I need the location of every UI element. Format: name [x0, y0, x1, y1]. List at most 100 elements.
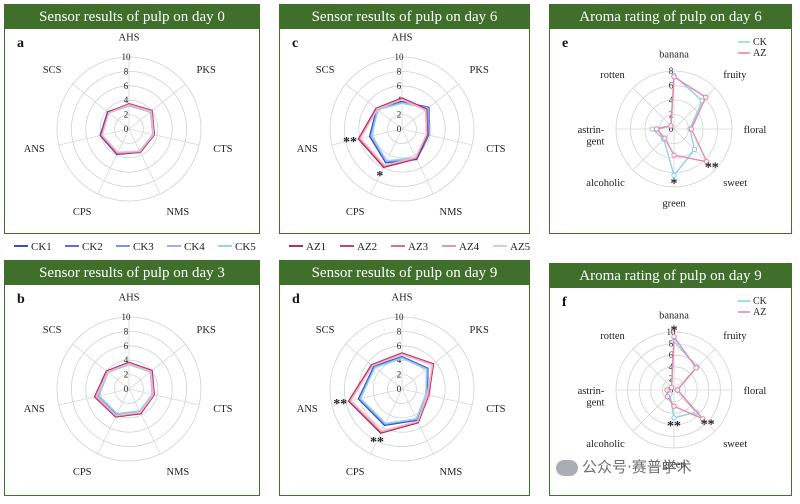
- grid-spoke: [401, 83, 459, 130]
- grid-spoke: [632, 128, 675, 171]
- series-line-az5: [350, 353, 434, 432]
- grid-spoke: [97, 388, 130, 455]
- tick-label: 2: [397, 370, 402, 380]
- series-line-az5: [101, 104, 155, 154]
- chart-title: Sensor results of pulp on day 6: [280, 5, 529, 29]
- data-point: [671, 403, 677, 409]
- data-point: [671, 152, 677, 158]
- radar-chart-svg: 0 2 4 6 8 10 AHS PKS CTS NMS CPS ANS SCS b: [17, 292, 233, 478]
- data-point: [664, 387, 670, 393]
- tick-label: 4: [124, 355, 129, 365]
- axis-label: CTS: [486, 404, 505, 415]
- chart-title: Sensor results of pulp on day 3: [5, 261, 259, 285]
- axis-label: astrin-gent: [578, 125, 605, 148]
- legend-label: CK4: [184, 241, 205, 253]
- data-point: [671, 74, 677, 80]
- axis-label: ANS: [24, 144, 45, 155]
- panel-letter: a: [17, 36, 24, 51]
- radar-chart-svg: 02468bananafruityfloralsweetgreenalcohol…: [562, 36, 768, 210]
- chart-title: Sensor results of pulp on day 9: [280, 261, 529, 285]
- panel-letter: b: [17, 292, 25, 307]
- grid-spoke: [632, 348, 675, 391]
- data-point: [671, 333, 677, 340]
- series-line-ck5: [359, 357, 428, 425]
- axis-label: floral: [744, 386, 767, 397]
- grid-spoke: [345, 83, 403, 130]
- chart-panel-a: Sensor results of pulp on day 0 0 2 4 6 8 10 A…: [4, 4, 260, 234]
- grid-spoke: [401, 343, 459, 390]
- tick-label: 8: [124, 66, 129, 76]
- data-point: [671, 172, 677, 179]
- tick-label: 10: [395, 52, 405, 62]
- grid-spoke: [58, 388, 130, 406]
- legend-label: AZ3: [408, 241, 429, 253]
- axis-label: CPS: [346, 207, 365, 218]
- grid-spoke: [128, 128, 161, 195]
- grid-spoke: [128, 388, 161, 455]
- panel-letter: f: [562, 295, 567, 310]
- grid-spoke: [128, 388, 200, 406]
- axis-label: NMS: [439, 207, 462, 218]
- significance-mark: *: [376, 169, 383, 184]
- data-point: [649, 126, 656, 132]
- significance-mark: *: [671, 324, 678, 339]
- axis-label: AHS: [118, 293, 139, 304]
- axis-label: sweet: [723, 439, 747, 450]
- grid-spoke: [128, 343, 186, 390]
- chart-panel-e: Aroma rating of pulp on day 6 0 2 4 6 8 banan…: [549, 4, 792, 234]
- significance-mark: **: [370, 435, 384, 450]
- chart-panel-b: Sensor results of pulp on day 3 0 2 4 6 8 10 A…: [4, 260, 260, 496]
- axis-label: floral: [744, 125, 767, 136]
- legend-label: CK5: [235, 241, 256, 253]
- tick-label: 6: [397, 81, 402, 91]
- axis-label: rotten: [600, 331, 625, 342]
- axis-label: AHS: [118, 33, 139, 44]
- axis-label: PKS: [197, 65, 216, 76]
- axis-label: CPS: [73, 207, 92, 218]
- tick-label: 10: [122, 312, 132, 322]
- grid-spoke: [370, 388, 403, 455]
- chart-panel-f: Aroma rating of pulp on day 9 0246810ban…: [549, 263, 792, 496]
- axis-label: green: [662, 460, 686, 471]
- grid-spoke: [632, 87, 675, 130]
- grid-spoke: [58, 128, 130, 146]
- chart-title: Aroma rating of pulp on day 9: [550, 264, 791, 288]
- tick-label: 4: [124, 95, 129, 105]
- axis-label: CTS: [213, 404, 232, 415]
- axis-label: SCS: [316, 65, 335, 76]
- axis-label: CTS: [213, 144, 232, 155]
- significance-mark: *: [671, 176, 678, 191]
- legend-label: CK2: [82, 241, 103, 253]
- axis-label: PKS: [470, 65, 489, 76]
- grid-spoke: [128, 128, 200, 146]
- chart-panel-d: Sensor results of pulp on day 9 0 2 4 6 8 10 A…: [279, 260, 530, 496]
- series-line-az5: [96, 363, 154, 417]
- tick-label: 2: [397, 110, 402, 120]
- grid-spoke: [401, 128, 434, 195]
- axis-label: astrin-gent: [578, 386, 605, 409]
- axis-label: ANS: [297, 144, 318, 155]
- axis-label: NMS: [166, 467, 189, 478]
- tick-label: 8: [124, 326, 129, 336]
- legend-label: AZ: [753, 48, 766, 59]
- tick-label: 10: [395, 312, 405, 322]
- significance-mark: **: [667, 419, 681, 434]
- tick-label: 4: [669, 95, 674, 105]
- grid-spoke: [72, 343, 130, 390]
- tick-label: 10: [122, 52, 132, 62]
- legend-label: AZ: [753, 307, 766, 318]
- grid-spoke: [401, 128, 473, 146]
- tick-label: 8: [669, 66, 674, 76]
- radar-chart-svg: 0 2 4 6 8 10 AHS PKS CTS NMS CPS ANS SCS ** ** d: [292, 292, 506, 478]
- axis-label: NMS: [166, 207, 189, 218]
- axis-label-line: gent: [586, 137, 604, 148]
- legend: CK1 CK2 CK3 CK4 CK5 AZ1 AZ2 AZ3 AZ4 AZ5: [14, 241, 531, 253]
- axis-label: NMS: [439, 467, 462, 478]
- legend-label: AZ5: [510, 241, 531, 253]
- grid-spoke: [331, 128, 403, 146]
- axis-label: CPS: [73, 467, 92, 478]
- axis-label: PKS: [470, 325, 489, 336]
- legend-label: CK1: [31, 241, 52, 253]
- axis-label-line: astrin-: [578, 386, 605, 397]
- tick-label: 4: [397, 355, 402, 365]
